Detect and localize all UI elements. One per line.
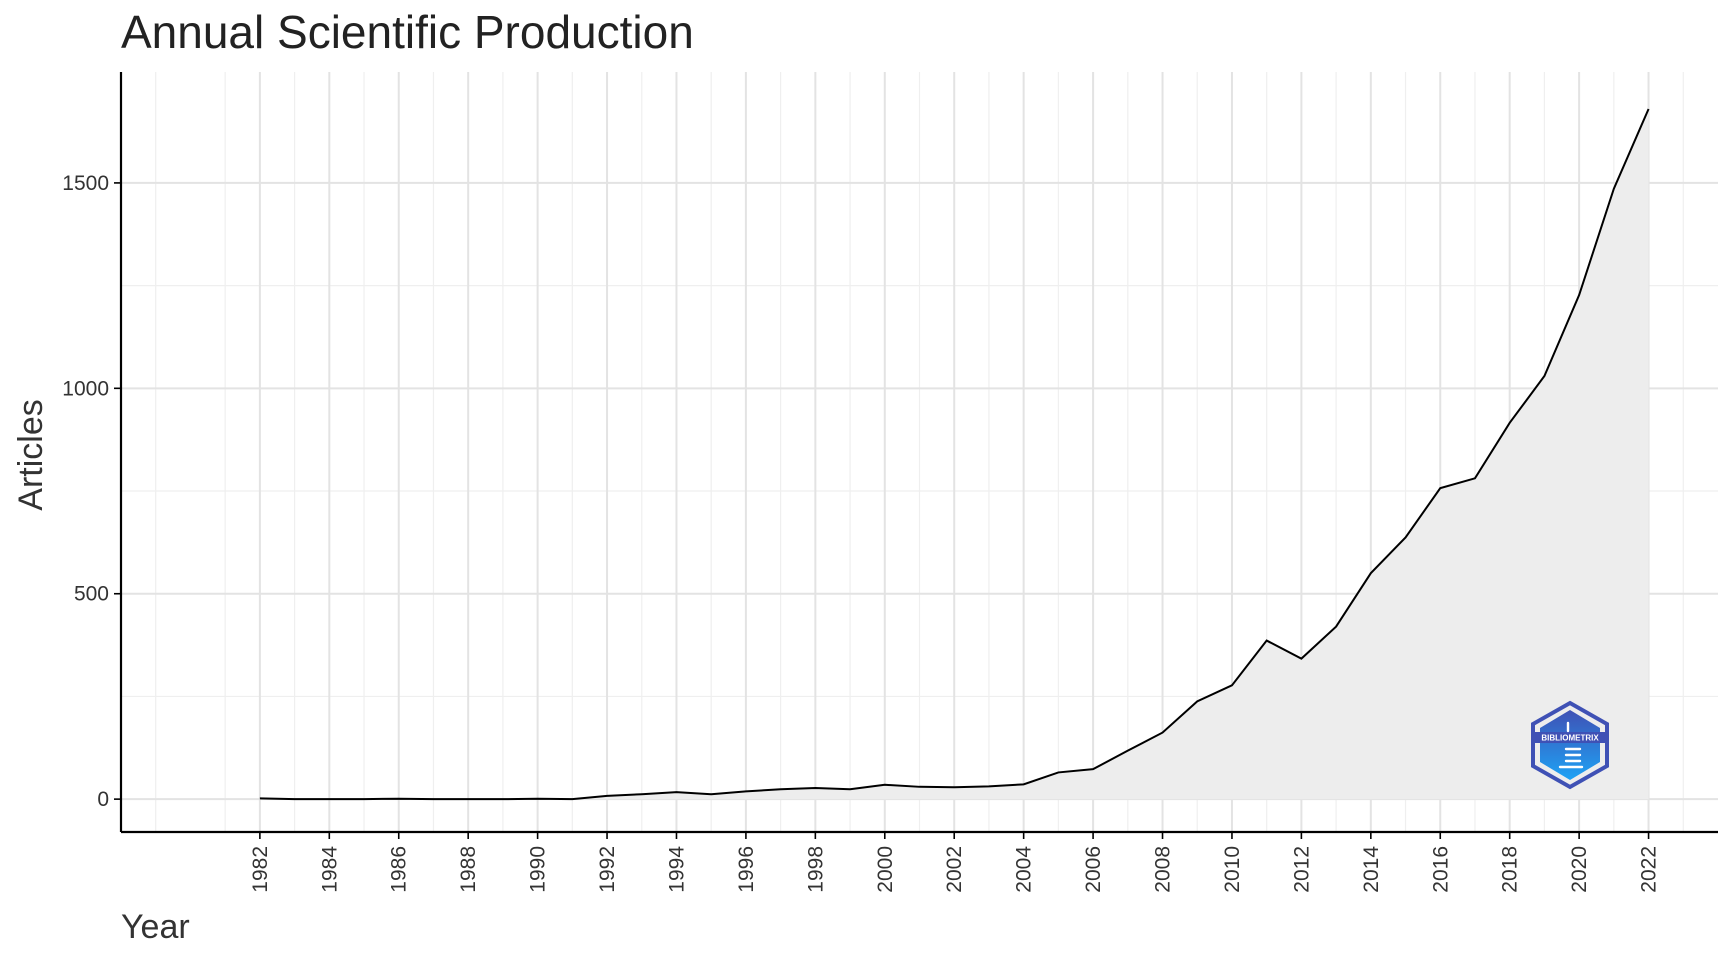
data-point-2013 (1334, 625, 1338, 629)
x-tick-label: 2020 (1568, 846, 1591, 893)
data-point-2011 (1265, 639, 1269, 643)
y-tick-label: 500 (74, 583, 109, 606)
data-point-2007 (1126, 749, 1130, 753)
x-tick-label: 2004 (1013, 846, 1036, 893)
data-point-1985 (362, 797, 366, 801)
x-tick-label: 1990 (527, 846, 550, 893)
data-point-2020 (1577, 293, 1581, 297)
area-layer (259, 108, 1649, 800)
logo-text: BIBLIOMETRIX (1541, 734, 1599, 743)
x-tick-label: 1994 (665, 846, 688, 893)
line-layer (258, 107, 1651, 801)
data-point-2012 (1299, 657, 1303, 661)
microscope-icon (1558, 721, 1584, 769)
data-point-2000 (883, 783, 887, 787)
data-point-2003 (987, 784, 991, 788)
y-tick-label: 1500 (62, 172, 109, 195)
logo-banner (1534, 732, 1606, 743)
x-tick-label: 2006 (1082, 846, 1105, 893)
x-tick-label: 1982 (249, 846, 272, 893)
data-point-1987 (431, 797, 435, 801)
series-line (259, 108, 1650, 801)
x-tick-label: 1998 (804, 846, 827, 893)
data-point-2016 (1438, 486, 1442, 490)
data-point-2019 (1542, 374, 1546, 378)
chart-title: Annual Scientific Production (121, 6, 694, 58)
x-axis-title: Year (121, 908, 190, 946)
data-point-1995 (709, 792, 713, 796)
data-point-1982 (258, 796, 262, 800)
y-tick-label: 0 (97, 788, 109, 811)
data-point-2005 (1056, 770, 1060, 774)
data-point-1983 (293, 797, 297, 801)
data-point-1992 (605, 794, 609, 798)
logo-hexagon-outer (1531, 700, 1609, 790)
data-point-2010 (1230, 683, 1234, 687)
data-point-1999 (848, 787, 852, 791)
x-tick-label: 2002 (943, 846, 966, 893)
y-tick-label: 1000 (62, 377, 109, 400)
data-point-1991 (570, 797, 574, 801)
logo-hexagon-inner (1540, 710, 1600, 780)
data-point-1990 (536, 797, 540, 801)
data-point-2009 (1195, 699, 1199, 703)
data-point-2006 (1091, 767, 1095, 771)
x-tick-label: 2008 (1152, 846, 1175, 893)
x-tick-label: 1984 (318, 846, 341, 893)
x-tick-label: 2014 (1360, 846, 1383, 893)
data-point-2008 (1161, 731, 1165, 735)
x-tick-label: 2022 (1638, 846, 1661, 893)
data-point-2015 (1404, 535, 1408, 539)
data-point-1989 (501, 797, 505, 801)
data-point-2002 (952, 785, 956, 789)
x-tick-label: 2012 (1290, 846, 1313, 893)
x-tick-label: 2000 (874, 846, 897, 893)
data-point-1986 (397, 797, 401, 801)
data-point-1998 (813, 786, 817, 790)
x-tick-label: 2018 (1499, 846, 1522, 893)
data-point-2018 (1508, 421, 1512, 425)
y-axis-title: Articles (12, 399, 50, 510)
bibliometrix-logo: BIBLIOMETRIX (1531, 700, 1609, 790)
data-point-1997 (779, 787, 783, 791)
data-point-2022 (1647, 107, 1651, 111)
series-area (259, 108, 1649, 800)
axes: 1982 1984 1986 1988 1990 1992 1994 1996 1998 2000… (62, 72, 1718, 893)
data-point-1993 (640, 792, 644, 796)
data-point-2014 (1369, 571, 1373, 575)
data-point-2001 (918, 785, 922, 789)
x-tick-label: 1986 (388, 846, 411, 893)
text-layer: Annual Scientific Production Year Articl… (12, 6, 694, 946)
x-tick-label: 1996 (735, 846, 758, 893)
x-tick-label: 2010 (1221, 846, 1244, 893)
x-tick-label: 1988 (457, 846, 480, 893)
data-point-1984 (327, 797, 331, 801)
x-tick-label: 2016 (1429, 846, 1452, 893)
data-point-1994 (674, 790, 678, 794)
data-point-1988 (466, 797, 470, 801)
x-tick-label: 1992 (596, 846, 619, 893)
data-point-2017 (1473, 476, 1477, 480)
data-point-2021 (1612, 187, 1616, 191)
data-point-1996 (744, 789, 748, 793)
data-point-2004 (1022, 782, 1026, 786)
